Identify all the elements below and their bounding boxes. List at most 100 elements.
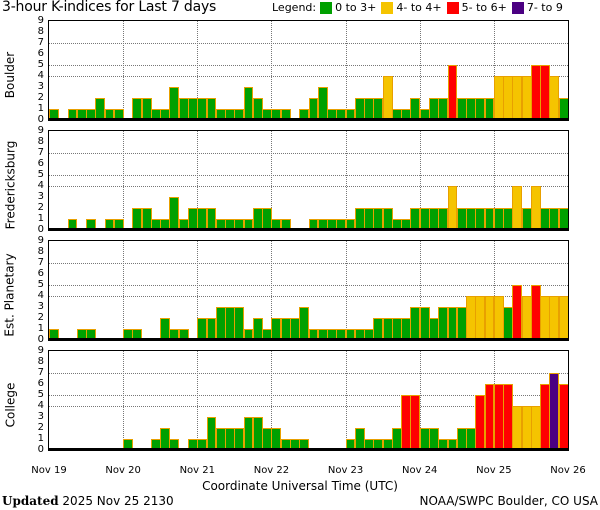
bar-group bbox=[49, 21, 568, 120]
gridline-horizontal bbox=[49, 296, 568, 297]
chart-header: 3-hour K-indices for Last 7 days Legend:… bbox=[0, 0, 600, 18]
plot-baseline bbox=[49, 338, 568, 340]
gridline-vertical bbox=[197, 241, 199, 340]
gridline-vertical bbox=[271, 241, 273, 340]
gridline-horizontal bbox=[49, 153, 568, 154]
bar bbox=[49, 329, 59, 340]
bar bbox=[67, 219, 78, 230]
y-tick: 1 bbox=[37, 103, 44, 114]
y-tick: 6 bbox=[37, 48, 44, 59]
legend-text-green: 0 to 3+ bbox=[335, 1, 377, 14]
y-tick: 5 bbox=[37, 389, 44, 400]
y-tick: 8 bbox=[37, 246, 44, 257]
gridline-vertical bbox=[197, 21, 199, 120]
y-tick: 3 bbox=[37, 191, 44, 202]
bar bbox=[558, 384, 568, 450]
gridline-horizontal bbox=[49, 263, 568, 264]
bar-group bbox=[49, 351, 568, 450]
plot-baseline bbox=[49, 448, 568, 450]
y-tick: 5 bbox=[37, 279, 44, 290]
y-tick: 5 bbox=[37, 59, 44, 70]
gridline-vertical bbox=[493, 131, 495, 230]
gridline-horizontal bbox=[49, 76, 568, 77]
gridline-vertical bbox=[493, 241, 495, 340]
y-tick: 0 bbox=[37, 114, 44, 125]
bar bbox=[568, 338, 569, 341]
y-tick: 4 bbox=[37, 290, 44, 301]
legend-text-red: 5- to 6+ bbox=[461, 1, 507, 14]
gridline-horizontal bbox=[49, 285, 568, 286]
legend-entry-green: 0 to 3+ bbox=[320, 1, 376, 14]
y-tick: 9 bbox=[37, 235, 44, 246]
gridline-horizontal bbox=[49, 175, 568, 176]
y-tick: 1 bbox=[37, 433, 44, 444]
gridline-vertical bbox=[271, 131, 273, 230]
x-axis-label: Coordinate Universal Time (UTC) bbox=[202, 479, 398, 493]
panel-label-text: Boulder bbox=[3, 51, 18, 99]
bar bbox=[558, 98, 568, 120]
plot-baseline bbox=[49, 228, 568, 230]
page-title: 3-hour K-indices for Last 7 days bbox=[2, 0, 217, 15]
bar bbox=[558, 296, 568, 340]
bar bbox=[410, 395, 421, 450]
bar bbox=[86, 219, 96, 230]
legend-entry-purple: 7- to 9 bbox=[511, 1, 563, 14]
y-tick: 8 bbox=[37, 356, 44, 367]
bar bbox=[123, 439, 133, 450]
y-tick: 4 bbox=[37, 180, 44, 191]
bar bbox=[299, 307, 310, 340]
bar bbox=[447, 65, 458, 120]
panel-fredericksburg: Fredericksburg 9 8 7 6 5 4 3 2 1 0 bbox=[0, 126, 600, 240]
y-tick: 3 bbox=[37, 411, 44, 422]
bar bbox=[113, 109, 124, 120]
bar bbox=[568, 118, 569, 121]
panel-label-text: College bbox=[3, 382, 17, 428]
y-tick: 8 bbox=[37, 136, 44, 147]
gridline-vertical bbox=[345, 21, 347, 120]
gridline-vertical bbox=[419, 21, 421, 120]
gridline-horizontal bbox=[49, 373, 568, 374]
x-tick: Nov 23 bbox=[327, 465, 364, 476]
bar bbox=[113, 219, 124, 230]
y-tick: 4 bbox=[37, 70, 44, 81]
y-tick: 9 bbox=[37, 15, 44, 26]
x-tick: Nov 21 bbox=[179, 465, 215, 476]
bar bbox=[299, 439, 310, 450]
y-tick: 9 bbox=[37, 345, 44, 356]
gridline-vertical bbox=[123, 241, 125, 340]
legend-swatch-green bbox=[320, 1, 333, 14]
y-tick: 4 bbox=[37, 400, 44, 411]
y-tick: 0 bbox=[37, 444, 44, 455]
bar bbox=[568, 228, 569, 231]
plot-area-1 bbox=[48, 130, 569, 231]
gridline-vertical bbox=[271, 351, 273, 450]
y-tick: 7 bbox=[37, 147, 44, 158]
panel-label-text: Fredericksburg bbox=[3, 140, 17, 230]
gridline-horizontal bbox=[49, 406, 568, 407]
bar bbox=[178, 329, 189, 340]
chart-footer: Updated 2025 Nov 25 2130 NOAA/SWPC Bould… bbox=[0, 494, 600, 510]
legend-entry-red: 5- to 6+ bbox=[446, 1, 507, 14]
gridline-vertical bbox=[123, 351, 125, 450]
y-tick: 6 bbox=[37, 378, 44, 389]
bar bbox=[382, 76, 393, 120]
bar bbox=[49, 109, 59, 120]
x-tick: Nov 22 bbox=[253, 465, 290, 476]
y-tick: 2 bbox=[37, 202, 44, 213]
plot-baseline bbox=[49, 118, 568, 120]
y-tick: 6 bbox=[37, 158, 44, 169]
bar bbox=[86, 329, 96, 340]
y-tick: 6 bbox=[37, 268, 44, 279]
gridline-vertical bbox=[419, 131, 421, 230]
panel-label-0: Boulder bbox=[0, 20, 20, 130]
gridline-vertical bbox=[271, 21, 273, 120]
gridline-horizontal bbox=[49, 43, 568, 44]
gridline-vertical bbox=[197, 131, 199, 230]
bar bbox=[280, 109, 291, 120]
y-tick: 3 bbox=[37, 301, 44, 312]
y-tick: 7 bbox=[37, 367, 44, 378]
